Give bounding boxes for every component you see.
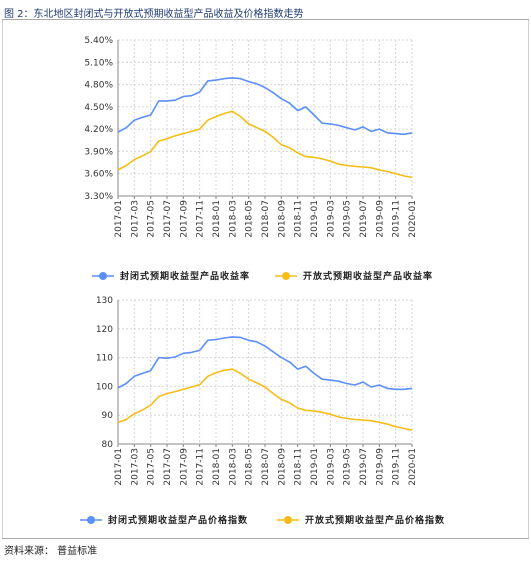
y-tick-label: 80 (102, 440, 114, 450)
legend-item-1[interactable]: 封闭式预期收益型产品价格指数 (80, 514, 248, 526)
legend-swatch-marker (284, 516, 292, 524)
y-tick-label: 120 (96, 325, 113, 335)
legend-label: 封闭式预期收益型产品价格指数 (108, 514, 248, 526)
x-tick-label: 2018-09 (277, 448, 287, 486)
legend-item-2[interactable]: 开放式预期收益型产品收益率 (275, 270, 433, 282)
x-tick-label: 2017-07 (163, 200, 173, 238)
x-tick-label: 2017-11 (196, 200, 206, 238)
series-line-2 (117, 368, 413, 431)
y-tick-label: 110 (96, 354, 113, 364)
legend-swatch-marker (87, 516, 95, 524)
y-tick-label: 5.10% (84, 58, 113, 68)
x-tick-label: 2018-09 (277, 200, 287, 238)
x-tick-label: 2017-01 (114, 200, 124, 238)
legend-swatch-marker (99, 272, 107, 280)
x-tick-label: 2018-11 (294, 448, 304, 486)
x-tick-label: 2017-09 (179, 448, 189, 486)
x-tick-label: 2018-03 (228, 200, 238, 238)
series-line-1 (117, 336, 413, 391)
x-tick-label: 2018-01 (212, 448, 222, 486)
x-tick-label: 2019-09 (375, 448, 385, 486)
y-tick-label: 4.20% (84, 125, 113, 135)
y-tick-label: 3.60% (84, 170, 113, 180)
x-tick-label: 2019-05 (343, 200, 353, 238)
x-tick-label: 2018-01 (212, 200, 222, 238)
x-tick-label: 2019-01 (310, 448, 320, 486)
x-tick-label: 2018-03 (228, 448, 238, 486)
x-tick-label: 2019-09 (375, 200, 385, 238)
x-tick-label: 2018-07 (261, 200, 271, 238)
y-tick-label: 90 (102, 411, 114, 421)
y-tick-label: 5.40% (84, 36, 113, 46)
legend-label: 封闭式预期收益型产品收益率 (120, 270, 250, 282)
top-rule (2, 19, 529, 20)
y-tick-label: 3.90% (84, 147, 113, 157)
y-tick-label: 3.30% (84, 192, 113, 202)
x-tick-label: 2017-03 (130, 200, 140, 238)
left-border (2, 20, 3, 538)
figure-title: 图 2：东北地区封闭式与开放式预期收益型产品收益及价格指数走势 (4, 9, 304, 20)
x-tick-label: 2018-11 (294, 200, 304, 238)
x-tick-label: 2019-01 (310, 200, 320, 238)
y-tick-label: 130 (96, 296, 113, 306)
x-tick-label: 2017-05 (147, 200, 157, 238)
x-tick-label: 2019-11 (392, 448, 402, 486)
legend-label: 开放式预期收益型产品价格指数 (305, 514, 445, 526)
y-tick-label: 4.50% (84, 103, 113, 113)
legend-label: 开放式预期收益型产品收益率 (303, 270, 433, 282)
y-tick-label: 4.80% (84, 81, 113, 91)
x-tick-label: 2017-05 (147, 448, 157, 486)
x-tick-label: 2017-03 (130, 448, 140, 486)
series-line-1 (117, 77, 413, 136)
x-tick-label: 2018-05 (245, 200, 255, 238)
x-tick-label: 2020-01 (408, 200, 418, 238)
right-border (528, 20, 529, 538)
legend-item-1[interactable]: 封闭式预期收益型产品收益率 (92, 270, 250, 282)
x-tick-label: 2019-03 (326, 448, 336, 486)
x-tick-label: 2018-05 (245, 448, 255, 486)
bottom-rule (2, 538, 529, 539)
x-tick-label: 2017-01 (114, 448, 124, 486)
x-tick-label: 2017-09 (179, 200, 189, 238)
legend-item-2[interactable]: 开放式预期收益型产品价格指数 (277, 514, 445, 526)
series-line-2 (117, 110, 413, 179)
y-tick-label: 100 (96, 382, 113, 392)
x-tick-label: 2019-07 (359, 448, 369, 486)
legend-swatch-marker (282, 272, 290, 280)
x-tick-label: 2019-07 (359, 200, 369, 238)
x-tick-label: 2017-11 (196, 448, 206, 486)
chart-1: 5.40% 5.10% 4.80% 4.50% 4.20% 3.90% 3.60% 3.30%… (84, 36, 433, 282)
x-tick-label: 2019-05 (343, 448, 353, 486)
x-tick-label: 2019-03 (326, 200, 336, 238)
source-note: 资料来源： 普益标准 (4, 546, 98, 557)
x-tick-label: 2019-11 (392, 200, 402, 238)
x-tick-label: 2017-07 (163, 448, 173, 486)
x-tick-label: 2018-07 (261, 448, 271, 486)
x-tick-label: 2020-01 (408, 448, 418, 486)
